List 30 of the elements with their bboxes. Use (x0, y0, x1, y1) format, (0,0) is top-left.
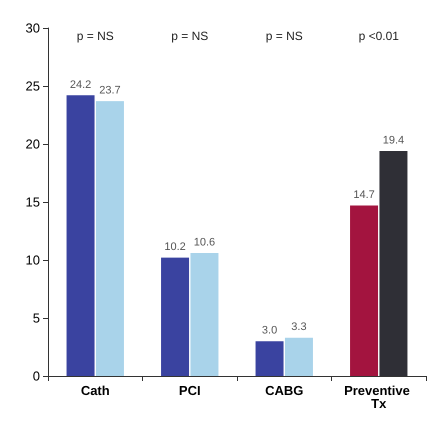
bar (256, 341, 284, 376)
y-tick-label: 20 (26, 136, 40, 152)
data-label: 14.7 (353, 188, 375, 201)
y-tick-label: 5 (32, 310, 40, 326)
data-label: 23.7 (99, 84, 121, 97)
data-label: 10.2 (164, 241, 186, 254)
bar (190, 253, 218, 376)
data-label: 3.3 (291, 321, 307, 334)
bar (96, 101, 124, 376)
annotation: p = NS (171, 29, 208, 43)
data-label: 10.6 (194, 236, 216, 249)
bar (161, 258, 190, 376)
x-tick-label: Preventive Tx (344, 383, 414, 411)
bar (66, 95, 95, 376)
data-label: 24.2 (70, 78, 92, 91)
annotation: p = NS (76, 29, 114, 43)
bar (284, 338, 313, 376)
y-tick-label: 30 (26, 20, 40, 36)
bar (350, 205, 378, 376)
data-label: 19.4 (382, 134, 404, 146)
data-label: 3.0 (262, 324, 278, 337)
x-tick-label: Cath (80, 383, 110, 398)
annotation: p <0.01 (358, 29, 400, 43)
x-tick-label: PCI (178, 383, 201, 398)
x-tick-label: CABG (265, 383, 304, 398)
y-tick-label: 25 (26, 78, 40, 94)
y-tick-label: 15 (26, 194, 40, 210)
y-tick-label: 10 (26, 252, 40, 268)
y-tick-label: 0 (32, 368, 40, 384)
annotation: p = NS (266, 29, 303, 43)
